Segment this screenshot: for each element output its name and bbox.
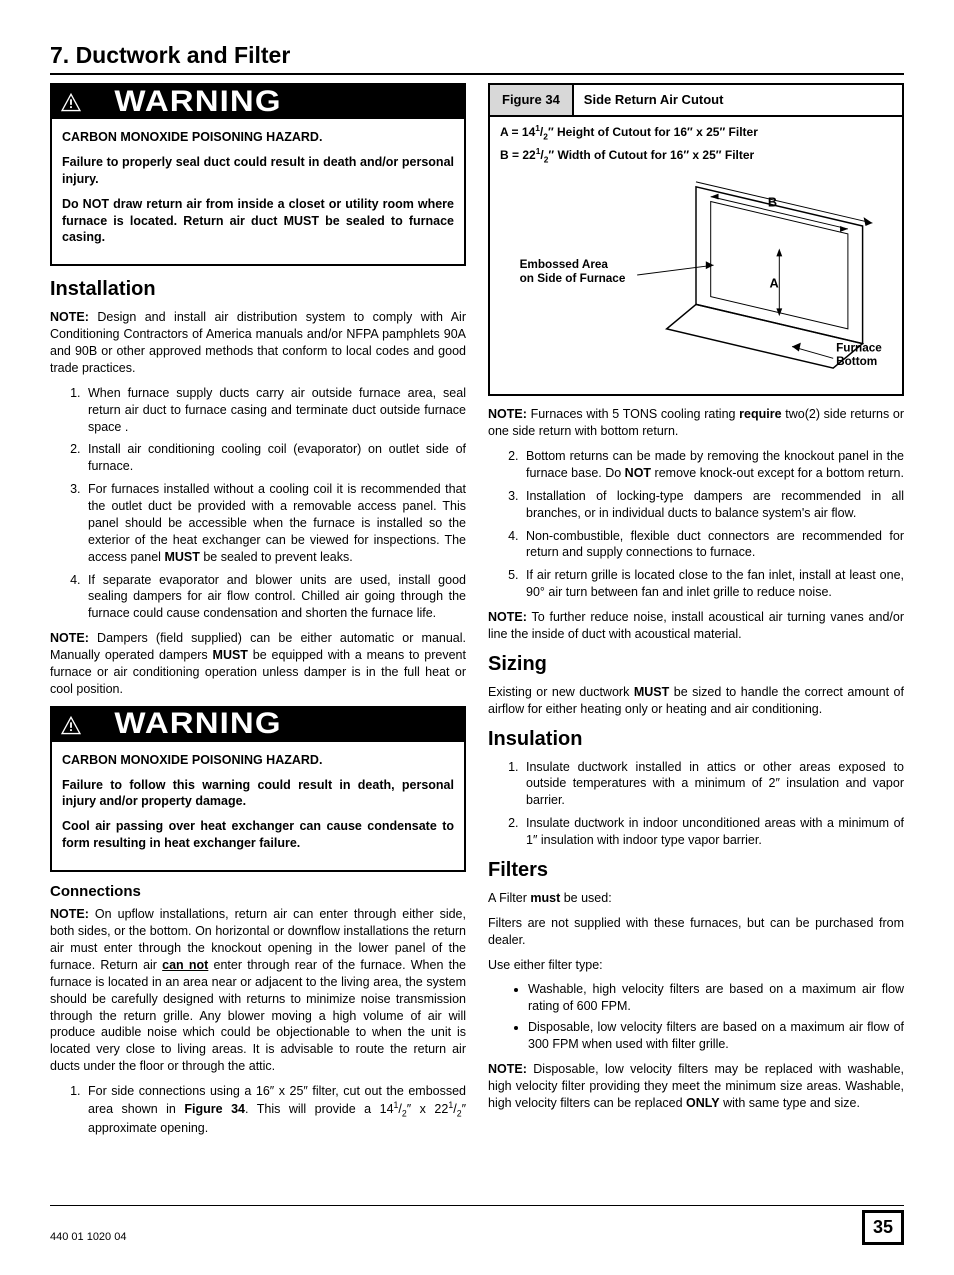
warning-header: WARNING — [52, 85, 464, 119]
note-label: NOTE: — [488, 1062, 527, 1076]
figure-34: Figure 34 Side Return Air Cutout A = 141… — [488, 83, 904, 396]
right-list: Bottom returns can be made by removing t… — [488, 448, 904, 601]
list-item: Install air conditioning cooling coil (e… — [84, 441, 466, 475]
note-label: NOTE: — [488, 407, 527, 421]
insulation-heading: Insulation — [488, 726, 904, 753]
list-item: Insulate ductwork in indoor unconditione… — [522, 815, 904, 849]
list-item: For side connections using a 16″ x 25″ f… — [84, 1083, 466, 1137]
note-paragraph: NOTE: Design and install air distributio… — [50, 309, 466, 377]
installation-list: When furnace supply ducts carry air outs… — [50, 385, 466, 622]
figure-title: Side Return Air Cutout — [574, 85, 734, 115]
filters-p2: Filters are not supplied with these furn… — [488, 915, 904, 949]
warning-heading: CARBON MONOXIDE POISONING HAZARD. — [62, 752, 454, 769]
list-item: Installation of locking-type dampers are… — [522, 488, 904, 522]
warning-box-1: WARNING CARBON MONOXIDE POISONING HAZARD… — [50, 83, 466, 266]
sizing-text: Existing or new ductwork MUST be sized t… — [488, 684, 904, 718]
list-item: If separate evaporator and blower units … — [84, 572, 466, 623]
warning-label: WARNING — [114, 704, 281, 745]
warning-text: Do NOT draw return air from inside a clo… — [62, 196, 454, 247]
section-title: 7. Ductwork and Filter — [50, 40, 904, 75]
svg-text:Bottom: Bottom — [836, 355, 877, 368]
warning-body: CARBON MONOXIDE POISONING HAZARD. Failur… — [52, 119, 464, 264]
warning-box-2: WARNING CARBON MONOXIDE POISONING HAZARD… — [50, 706, 466, 872]
connections-heading: Connections — [50, 882, 466, 902]
svg-text:Furnace: Furnace — [836, 342, 882, 355]
figure-header: Figure 34 Side Return Air Cutout — [490, 85, 902, 117]
two-column-layout: WARNING CARBON MONOXIDE POISONING HAZARD… — [50, 83, 904, 1145]
figure-number: Figure 34 — [490, 85, 574, 115]
insulation-list: Insulate ductwork installed in attics or… — [488, 759, 904, 849]
warning-triangle-icon — [60, 715, 82, 735]
installation-heading: Installation — [50, 276, 466, 303]
sizing-heading: Sizing — [488, 651, 904, 678]
warning-text: Failure to follow this warning could res… — [62, 777, 454, 811]
list-item: For furnaces installed without a cooling… — [84, 481, 466, 565]
list-item: Non-combustible, flexible duct connector… — [522, 528, 904, 562]
warning-body: CARBON MONOXIDE POISONING HAZARD. Failur… — [52, 742, 464, 870]
note-paragraph: NOTE: Furnaces with 5 TONS cooling ratin… — [488, 406, 904, 440]
figure-body: A = 141/2″ Height of Cutout for 16″ x 25… — [490, 117, 902, 395]
list-item: Washable, high velocity filters are base… — [528, 981, 904, 1015]
warning-heading: CARBON MONOXIDE POISONING HAZARD. — [62, 129, 454, 146]
list-item: When furnace supply ducts carry air outs… — [84, 385, 466, 436]
left-column: WARNING CARBON MONOXIDE POISONING HAZARD… — [50, 83, 466, 1145]
page-number: 35 — [862, 1210, 904, 1244]
figure-dim-b: B = 221/2″ Width of Cutout for 16″ x 25″… — [500, 146, 892, 166]
svg-text:B: B — [768, 194, 777, 209]
svg-text:A: A — [770, 276, 779, 291]
warning-text: Failure to properly seal duct could resu… — [62, 154, 454, 188]
note-label: NOTE: — [50, 907, 89, 921]
filters-heading: Filters — [488, 857, 904, 884]
doc-id: 440 01 1020 04 — [50, 1230, 126, 1245]
list-item: Disposable, low velocity filters are bas… — [528, 1019, 904, 1053]
list-item: Insulate ductwork installed in attics or… — [522, 759, 904, 810]
connections-list: For side connections using a 16″ x 25″ f… — [50, 1083, 466, 1137]
warning-triangle-icon — [60, 92, 82, 112]
svg-text:on Side of Furnace: on Side of Furnace — [520, 272, 626, 285]
svg-text:Embossed Area: Embossed Area — [520, 258, 609, 271]
note-paragraph: NOTE: On upflow installations, return ai… — [50, 906, 466, 1075]
figure-dim-a: A = 141/2″ Height of Cutout for 16″ x 25… — [500, 123, 892, 143]
note-label: NOTE: — [50, 631, 89, 645]
warning-header: WARNING — [52, 708, 464, 742]
list-item: If air return grille is located close to… — [522, 567, 904, 601]
furnace-diagram: B A Embossed Area on Side of Furnace Fur… — [500, 170, 892, 380]
warning-label: WARNING — [114, 82, 281, 123]
note-label: NOTE: — [50, 310, 89, 324]
note-paragraph: NOTE: Disposable, low velocity filters m… — [488, 1061, 904, 1112]
note-paragraph: NOTE: To further reduce noise, install a… — [488, 609, 904, 643]
note-text: Design and install air distribution syst… — [50, 310, 466, 375]
warning-text: Cool air passing over heat exchanger can… — [62, 818, 454, 852]
note-text: To further reduce noise, install acousti… — [488, 610, 904, 641]
note-paragraph: NOTE: Dampers (field supplied) can be ei… — [50, 630, 466, 698]
right-column: Figure 34 Side Return Air Cutout A = 141… — [488, 83, 904, 1145]
note-label: NOTE: — [488, 610, 527, 624]
filters-p3: Use either filter type: — [488, 957, 904, 974]
filters-bullets: Washable, high velocity filters are base… — [488, 981, 904, 1053]
filters-p1: A Filter must be used: — [488, 890, 904, 907]
list-item: Bottom returns can be made by removing t… — [522, 448, 904, 482]
